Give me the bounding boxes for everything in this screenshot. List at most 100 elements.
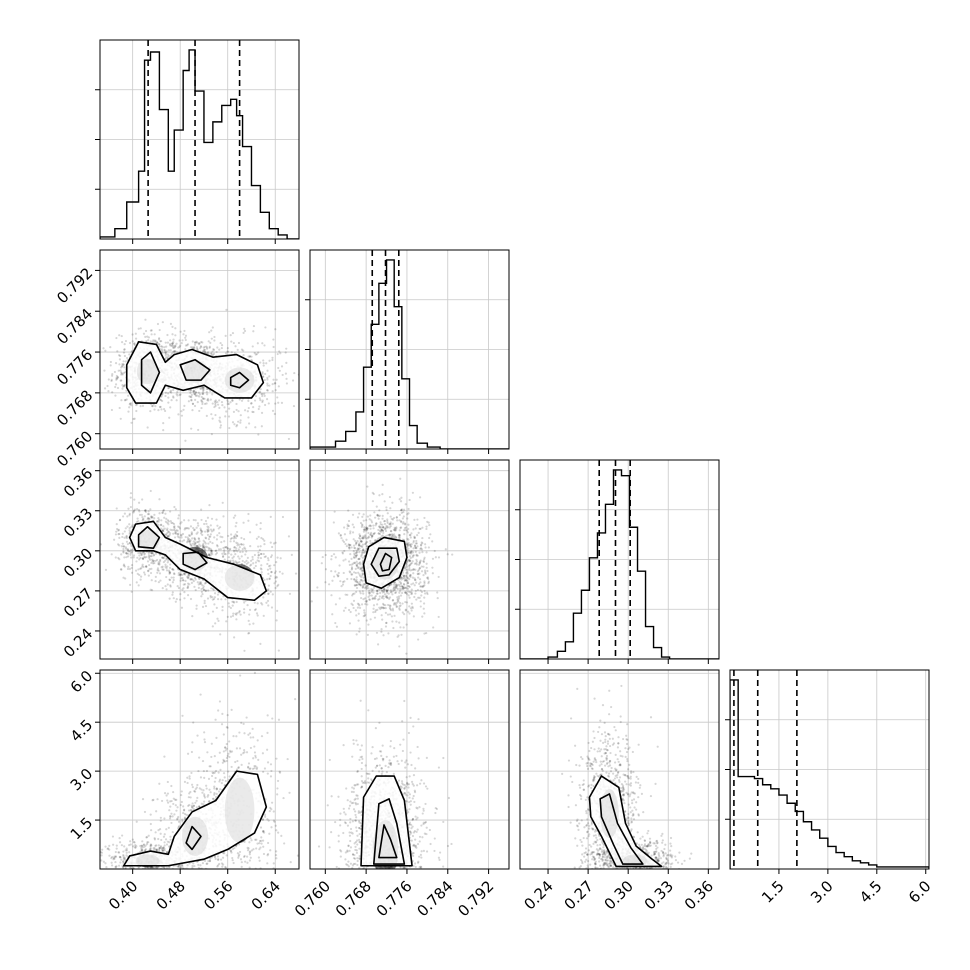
sample-point	[349, 543, 352, 547]
sample-point	[260, 425, 263, 428]
sample-point	[347, 543, 350, 546]
sample-point	[355, 541, 358, 544]
sample-point	[382, 531, 385, 535]
sample-point	[356, 548, 360, 551]
sample-point	[206, 530, 209, 533]
sample-point	[285, 347, 288, 350]
sample-point	[393, 602, 396, 605]
sample-point	[263, 403, 267, 407]
sample-point	[373, 596, 376, 599]
sample-point	[400, 496, 403, 499]
sample-point	[199, 581, 203, 584]
sample-point	[166, 561, 169, 564]
sample-point	[200, 400, 203, 403]
sample-point	[192, 390, 195, 393]
sample-point	[184, 338, 187, 342]
sample-point	[408, 568, 411, 571]
sample-point	[354, 554, 358, 558]
sample-point	[129, 402, 132, 405]
sample-point	[194, 391, 197, 394]
sample-point	[227, 556, 230, 559]
sample-point	[405, 652, 408, 655]
sample-point	[383, 527, 387, 530]
sample-point	[425, 562, 428, 565]
sample-point	[361, 545, 364, 548]
sample-point	[267, 584, 271, 587]
sample-point	[266, 369, 269, 372]
sample-point	[355, 584, 358, 587]
sample-point	[423, 580, 426, 583]
sample-point	[212, 529, 215, 532]
sample-point	[184, 348, 187, 351]
sample-point	[431, 566, 434, 569]
sample-point	[150, 516, 153, 519]
sample-point	[214, 403, 217, 406]
sample-point	[174, 531, 177, 534]
sample-point	[127, 507, 130, 510]
sample-point	[115, 377, 118, 380]
sample-point	[231, 399, 234, 402]
sample-point	[211, 541, 214, 545]
sample-point	[120, 366, 123, 369]
sample-point	[193, 392, 196, 395]
sample-point	[403, 566, 407, 569]
sample-point	[191, 340, 194, 343]
sample-point	[420, 585, 423, 588]
sample-point	[367, 595, 370, 599]
sample-point	[370, 590, 373, 593]
sample-point	[365, 600, 368, 603]
sample-point	[385, 621, 388, 625]
sample-point	[354, 552, 357, 555]
sample-point	[400, 633, 403, 636]
sample-point	[368, 594, 371, 597]
sample-point	[170, 391, 173, 394]
contour-line	[370, 547, 401, 577]
sample-point	[262, 359, 265, 362]
sample-point	[277, 385, 280, 388]
sample-point	[378, 525, 381, 528]
sample-point	[267, 559, 270, 562]
sample-point	[234, 549, 237, 552]
sample-point	[281, 373, 284, 377]
y-tick-label: 0.24	[60, 625, 96, 661]
panel-frame	[99, 249, 300, 450]
sample-point	[173, 527, 176, 530]
sample-point	[412, 554, 415, 557]
sample-point	[363, 551, 366, 554]
sample-point	[220, 598, 223, 601]
sample-point	[159, 558, 162, 562]
sample-point	[186, 541, 189, 544]
sample-point	[253, 399, 257, 402]
sample-point	[181, 865, 184, 869]
sample-point	[408, 591, 411, 594]
sample-point	[150, 589, 154, 592]
sample-point	[365, 526, 368, 529]
sample-point	[202, 588, 206, 591]
sample-point	[371, 491, 374, 494]
sample-point	[350, 563, 353, 566]
sample-point	[414, 589, 417, 593]
sample-point	[120, 858, 123, 861]
sample-point	[178, 339, 181, 342]
sample-point	[193, 576, 197, 580]
sample-point	[256, 602, 259, 605]
sample-point	[358, 580, 362, 584]
sample-point	[235, 521, 238, 525]
sample-point	[372, 532, 376, 535]
sample-point	[243, 649, 246, 652]
sample-point	[416, 588, 420, 592]
sample-point	[431, 540, 434, 543]
sample-point	[245, 559, 248, 562]
sample-point	[196, 348, 199, 351]
sample-point	[392, 516, 396, 520]
sample-point	[405, 586, 408, 590]
sample-point	[177, 413, 180, 416]
sample-point	[230, 351, 233, 354]
sample-point	[248, 613, 251, 616]
sample-point	[269, 567, 272, 570]
sample-point	[343, 580, 346, 583]
sample-point	[409, 543, 412, 546]
sample-point	[243, 561, 246, 564]
sample-point	[223, 550, 226, 554]
sample-point	[204, 530, 207, 533]
